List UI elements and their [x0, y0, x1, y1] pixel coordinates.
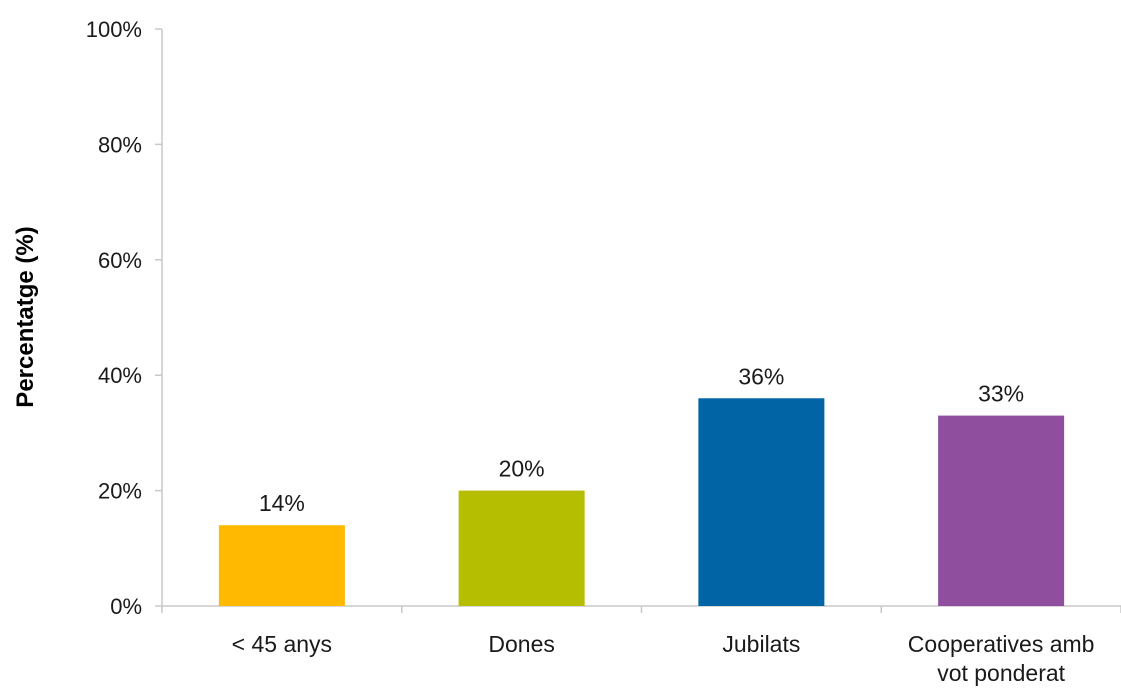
y-axis-title: Percentatge (%): [12, 226, 39, 407]
y-tick-label: 0%: [110, 594, 142, 619]
category-label: Jubilats: [722, 631, 800, 657]
y-axis: 0% 20% 40% 60% 80% 100%: [86, 17, 163, 619]
data-labels: 14% 20% 36% 33%: [259, 363, 1024, 516]
data-label: 33%: [978, 381, 1024, 407]
x-axis: [161, 605, 1121, 613]
category-label: < 45 anys: [232, 631, 332, 657]
category-labels: < 45 anys Dones Jubilats Cooperatives amb vo…: [232, 631, 1095, 686]
bar: [458, 490, 585, 606]
category-label: Cooperatives amb: [908, 631, 1095, 657]
category-label: Dones: [488, 631, 554, 657]
data-label: 36%: [738, 363, 784, 389]
data-label: 20%: [499, 456, 545, 482]
bar: [218, 525, 345, 606]
bar: [938, 415, 1065, 606]
category-label: vot ponderat: [937, 660, 1065, 686]
data-label: 14%: [259, 490, 305, 516]
y-tick-label: 40%: [98, 363, 142, 388]
bars: [218, 398, 1065, 606]
y-tick-label: 60%: [98, 248, 142, 273]
y-tick-label: 100%: [86, 17, 142, 42]
y-tick-label: 20%: [98, 479, 142, 504]
y-tick-label: 80%: [98, 132, 142, 157]
bar: [698, 398, 825, 606]
